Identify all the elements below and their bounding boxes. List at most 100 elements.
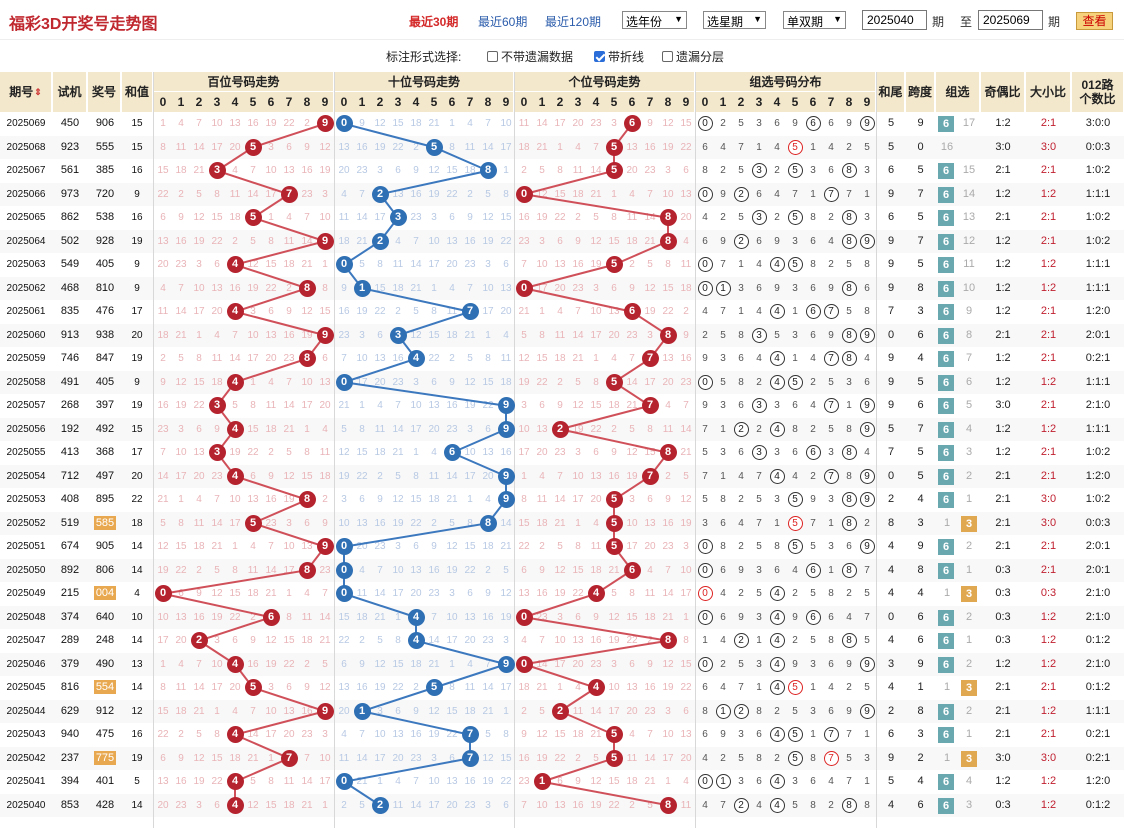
missing-count: 4 (683, 235, 689, 247)
missing-count: 19 (662, 682, 674, 693)
span-cell: 4 (917, 352, 924, 364)
missing-count: 5 (322, 658, 328, 670)
missing-count: 2 (720, 658, 726, 670)
missing-count: 6 (756, 188, 762, 200)
prize-cell: 806 (95, 563, 115, 576)
missing-count: 8 (738, 329, 744, 341)
missing-count: 10 (410, 400, 422, 411)
missing-count: 8 (503, 188, 509, 200)
group-number-ring: 6 (805, 304, 821, 319)
sum-tail-cell: 8 (887, 516, 895, 529)
missing-count: 8 (846, 470, 852, 482)
checkbox-unchecked-icon[interactable] (487, 51, 498, 62)
sum-cell: 14 (131, 635, 143, 646)
missing-count: 2 (575, 212, 581, 223)
group-number-ring: 2 (733, 421, 749, 437)
missing-count: 2 (196, 564, 202, 576)
missing-count: 13 (428, 400, 440, 411)
hundreds-ball: 8 (298, 350, 316, 367)
missing-count: 10 (662, 729, 674, 740)
missing-count: 15 (211, 212, 223, 223)
missing-count: 6 (377, 329, 383, 341)
group-number-ring: 7 (823, 186, 839, 202)
to-issue-input[interactable]: 2025069 (978, 10, 1043, 30)
tens-ball: 1 (353, 702, 371, 720)
missing-count: 21 (410, 282, 422, 294)
missing-count: 18 (211, 376, 223, 388)
units-ball: 4 (587, 585, 605, 602)
big-small-cell: 1:2 (1040, 775, 1057, 787)
missing-count: 9 (702, 400, 708, 411)
option-layered[interactable]: 遗漏分层 (662, 48, 724, 65)
missing-count: 6 (449, 212, 455, 223)
year-select[interactable]: 选年份 ▼ (622, 11, 687, 29)
missing-count: 9 (557, 400, 563, 411)
missing-count: 15 (446, 705, 458, 717)
query-button[interactable]: 查看 (1076, 12, 1113, 30)
missing-count: 9 (846, 658, 852, 670)
missing-count: 9 (792, 118, 798, 129)
missing-count: 6 (575, 611, 581, 623)
road-012-cell: 0:2:1 (1085, 352, 1111, 364)
missing-count: 8 (449, 141, 455, 153)
road-012-cell: 0:0:3 (1085, 516, 1111, 529)
missing-count: 5 (738, 752, 744, 764)
col-issue[interactable]: 期号 ⇕ (0, 72, 52, 112)
missing-count: 19 (536, 752, 548, 764)
from-issue-input[interactable]: 2025040 (862, 10, 927, 30)
missing-count: 4 (431, 447, 437, 458)
span-cell: 5 (917, 211, 924, 223)
checkbox-unchecked-icon[interactable] (662, 51, 673, 62)
recent-30-link[interactable]: 最近30期 (409, 15, 459, 29)
missing-count: 2 (720, 165, 726, 176)
option-polyline[interactable]: 带折线 (594, 48, 644, 65)
digit-header: 1 (177, 95, 185, 109)
missing-count: 18 (265, 423, 277, 435)
missing-count: 5 (539, 705, 545, 717)
digits-bg-h (154, 92, 334, 112)
sort-icon[interactable]: ⇕ (34, 87, 42, 97)
missing-count: 7 (214, 494, 220, 505)
star-select[interactable]: 选星期 ▼ (703, 11, 766, 29)
missing-count: 9 (738, 611, 744, 623)
prize-highlight: 004 (93, 586, 117, 600)
span-cell: 3 (917, 516, 924, 529)
missing-count: 2 (377, 470, 383, 482)
to-prefix-label: 至 (960, 15, 973, 29)
recent-120-link[interactable]: 最近120期 (545, 15, 602, 29)
missing-count: 19 (572, 423, 584, 435)
tens-ball: 0 (335, 538, 353, 555)
missing-count: 6 (828, 165, 834, 176)
table-header: 期号 ⇕ 试机 奖号 和值 百位号码走势 十位号码走势 个位号码走势 组选号码分布… (0, 72, 1124, 112)
missing-count: 1 (557, 141, 563, 153)
missing-count: 9 (828, 282, 834, 294)
missing-count: 12 (193, 212, 205, 223)
missing-count: 23 (175, 259, 187, 270)
missing-count: 8 (160, 682, 166, 693)
missing-count: 13 (319, 376, 331, 388)
missing-count: 9 (178, 212, 184, 223)
trial-cell: 940 (60, 728, 80, 740)
missing-count: 4 (322, 423, 328, 435)
prize-cell: 912 (95, 704, 115, 717)
missing-count: 8 (178, 517, 184, 529)
parity-select[interactable]: 单双期 ▼ (783, 11, 846, 29)
missing-count: 8 (702, 165, 708, 176)
missing-count: 14 (680, 423, 692, 435)
road-012-cell: 0:1:2 (1085, 634, 1111, 646)
missing-count: 9 (575, 235, 581, 247)
option-no-missing[interactable]: 不带遗漏数据 (487, 48, 573, 65)
missing-count: 8 (593, 376, 599, 388)
missing-count: 8 (449, 682, 455, 693)
group-number-ring: 7 (823, 750, 839, 766)
units-ball: 8 (659, 632, 677, 649)
checkbox-checked-icon[interactable] (594, 51, 605, 62)
missing-count: 12 (175, 376, 187, 388)
missing-count: 7 (557, 470, 563, 482)
missing-count: 9 (720, 729, 726, 740)
group-number-ring: 5 (787, 515, 803, 531)
recent-60-link[interactable]: 最近60期 (478, 15, 528, 29)
missing-count: 6 (304, 517, 310, 529)
tens-ball: 9 (497, 397, 515, 414)
missing-count: 15 (500, 212, 512, 223)
